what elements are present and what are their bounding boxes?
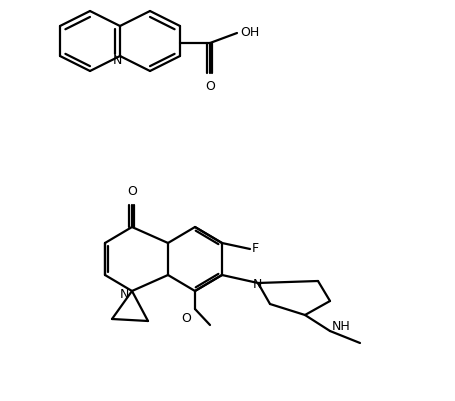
Text: N: N: [252, 278, 261, 291]
Text: O: O: [127, 185, 136, 198]
Text: NH: NH: [331, 320, 350, 333]
Text: N: N: [119, 288, 129, 302]
Text: F: F: [252, 243, 258, 255]
Text: OH: OH: [239, 26, 259, 40]
Text: N: N: [112, 53, 121, 67]
Text: O: O: [205, 80, 214, 93]
Text: O: O: [181, 312, 191, 325]
